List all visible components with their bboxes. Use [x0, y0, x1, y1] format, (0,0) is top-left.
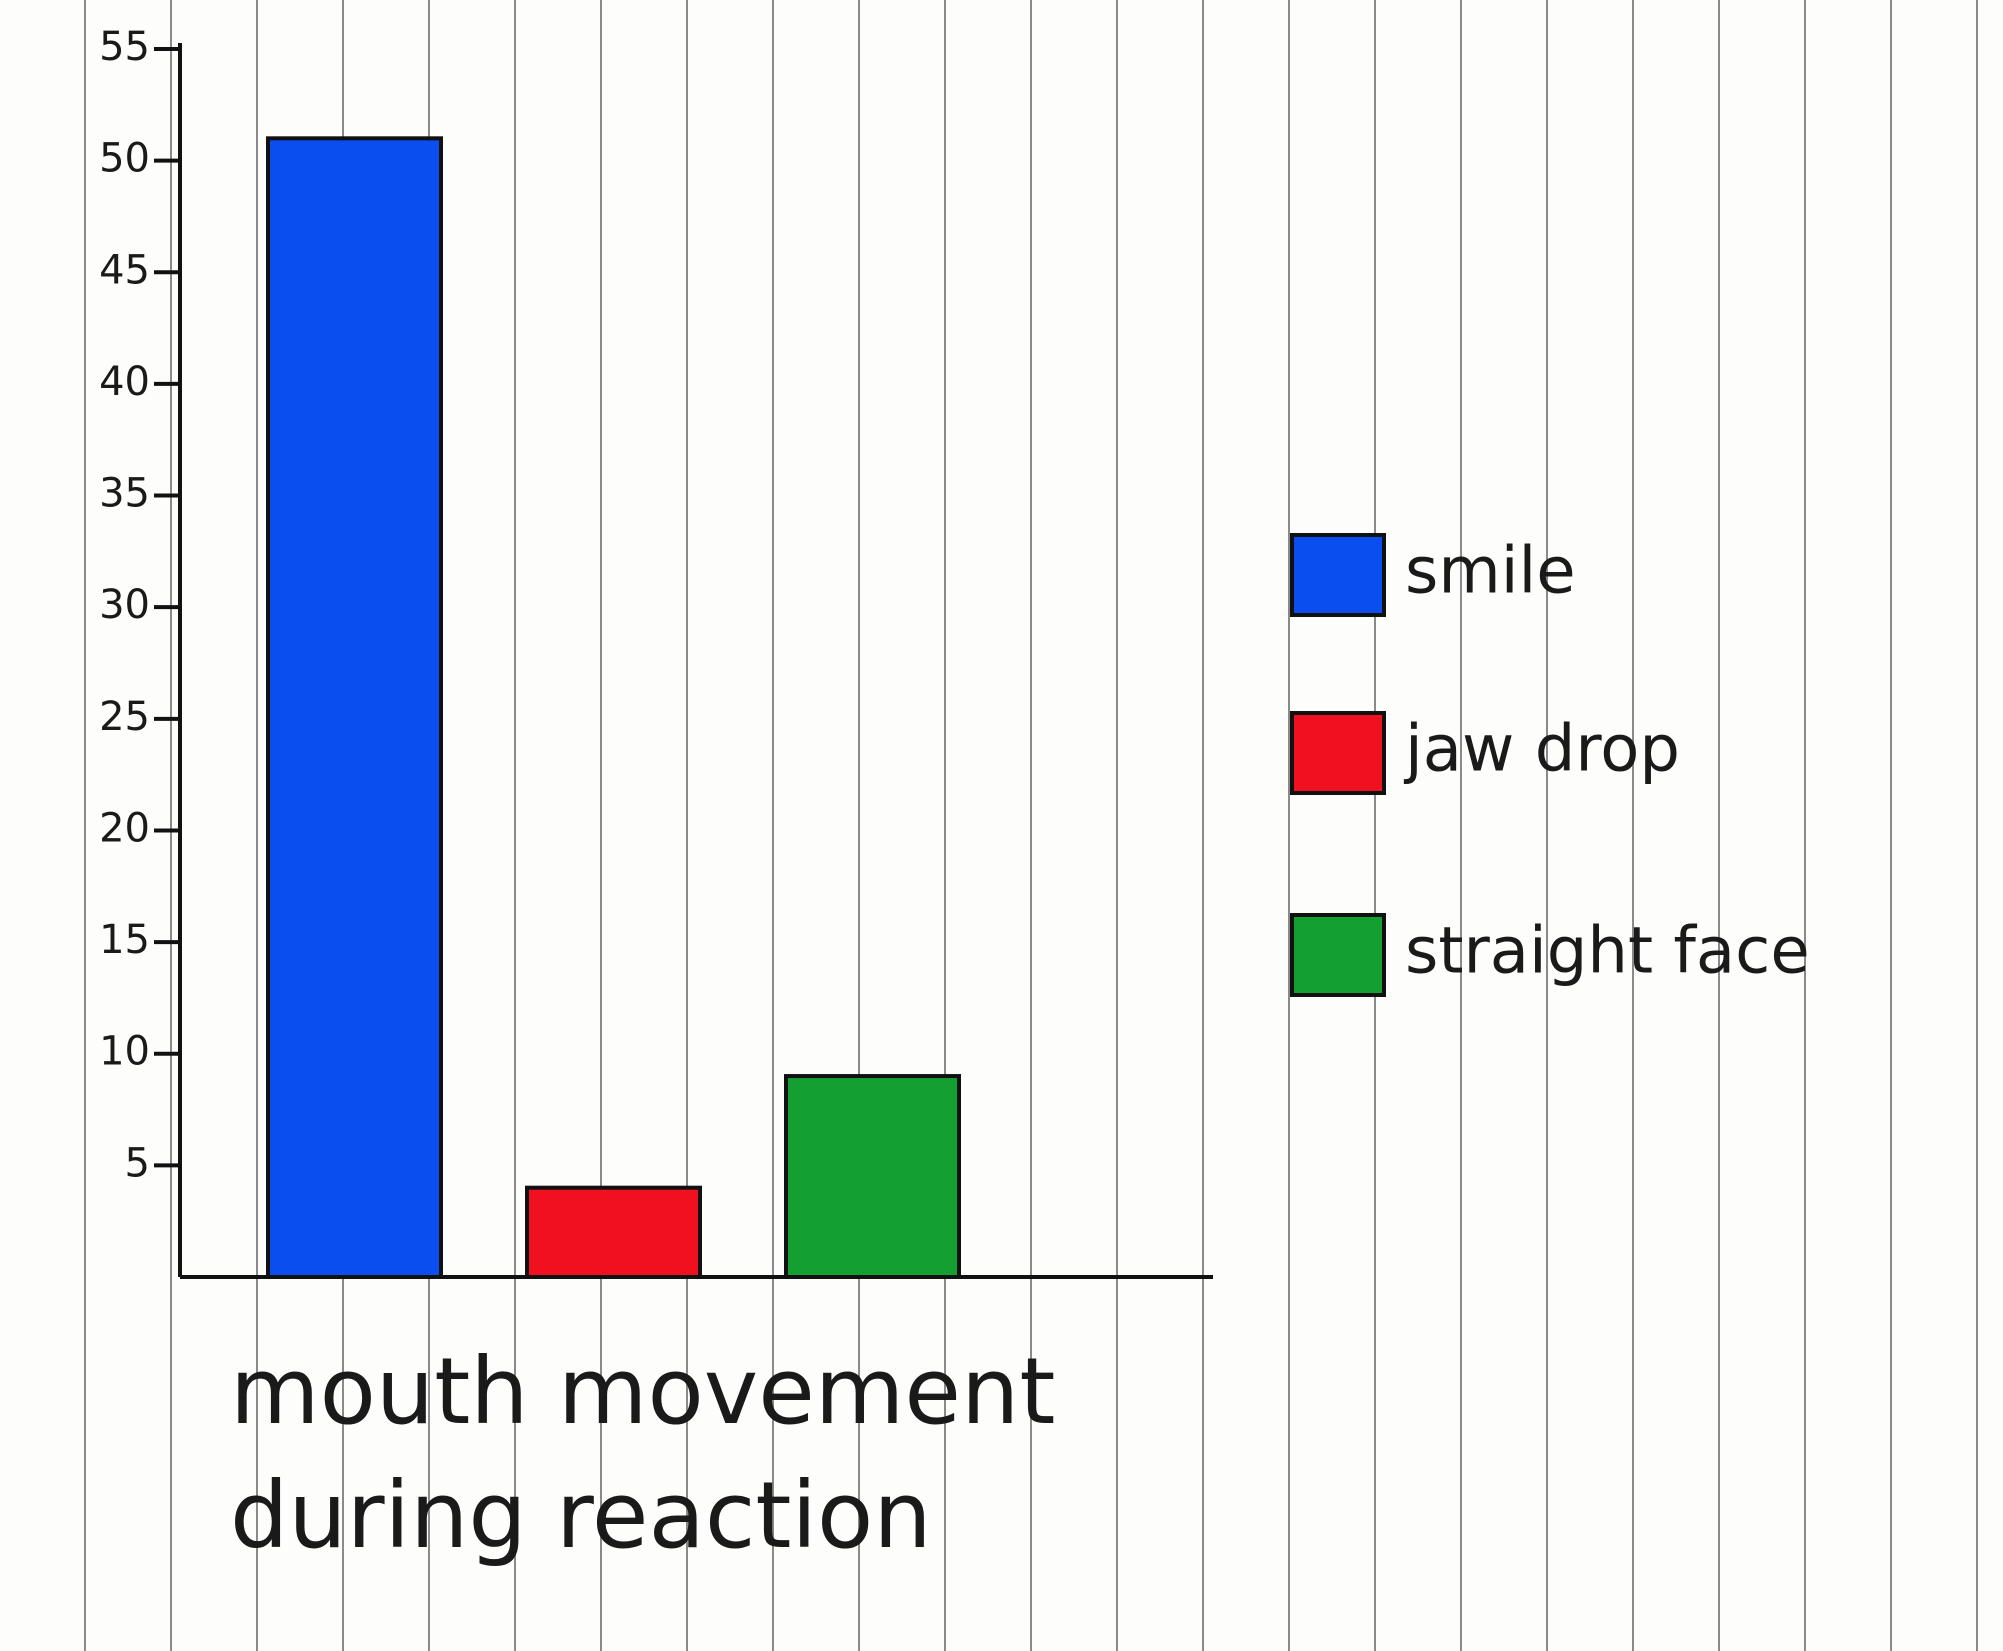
legend-swatch: [1290, 533, 1386, 617]
y-tick-label: 5: [125, 1140, 150, 1186]
y-tick-label: 50: [99, 136, 150, 182]
legend-swatch: [1290, 913, 1386, 997]
y-tick-label: 40: [99, 359, 150, 405]
legend-label: jaw drop: [1403, 713, 1680, 787]
bar: [525, 1185, 702, 1280]
x-axis-label: mouth movement during reaction: [230, 1338, 1056, 1570]
y-tick-label: 45: [99, 247, 150, 293]
y-tick-label: 15: [99, 917, 150, 963]
legend-label: smile: [1405, 535, 1576, 609]
y-tick-label: 55: [99, 24, 150, 70]
y-tick-label: 35: [99, 471, 150, 517]
y-tick-label: 25: [99, 694, 150, 740]
bar: [784, 1074, 961, 1280]
legend-swatch: [1290, 711, 1386, 795]
y-tick-label: 20: [99, 805, 150, 851]
legend-label: straight face: [1405, 915, 1810, 989]
y-tick-label: 30: [99, 582, 150, 628]
bar: [266, 136, 443, 1280]
y-tick-label: 10: [99, 1029, 150, 1075]
